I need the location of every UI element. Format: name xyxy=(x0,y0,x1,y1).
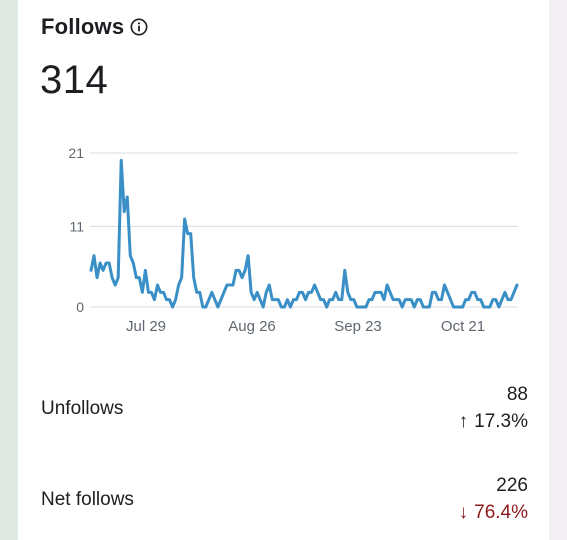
follows-total: 314 xyxy=(40,58,109,102)
x-tick-label: Jul 29 xyxy=(126,318,166,335)
follows-title: Follows xyxy=(41,14,125,39)
follows-series-line xyxy=(89,158,519,309)
x-tick-label: Aug 26 xyxy=(228,318,276,335)
follows-header: Follows xyxy=(41,14,148,40)
net-follows-change-value: 76.4% xyxy=(474,502,528,523)
y-tick-label: 11 xyxy=(69,218,84,234)
unfollows-change-value: 17.3% xyxy=(474,411,528,432)
follows-card: Follows 314 21 11 0 Jul 29 Aug 26 Sep 23 Oct … xyxy=(18,0,549,540)
arrow-up-icon: ↑ xyxy=(458,411,469,432)
follows-chart: 21 11 0 Jul 29 Aug 26 Sep 23 Oct 21 xyxy=(68,145,519,335)
x-axis-ticks: Jul 29 Aug 26 Sep 23 Oct 21 xyxy=(126,318,485,335)
y-axis-ticks: 21 11 0 xyxy=(68,145,84,315)
stat-row-net-follows: Net follows 226 ↓ 76.4% xyxy=(41,475,528,525)
arrow-down-icon: ↓ xyxy=(458,502,469,523)
info-icon[interactable] xyxy=(130,18,148,36)
net-follows-value: 226 xyxy=(496,475,528,496)
x-tick-label: Sep 23 xyxy=(334,318,382,335)
x-tick-label: Oct 21 xyxy=(441,318,485,335)
chart-grid xyxy=(90,152,518,308)
stat-row-unfollows: Unfollows 88 ↑ 17.3% xyxy=(41,384,528,434)
unfollows-label: Unfollows xyxy=(41,398,124,419)
net-follows-change: ↓ 76.4% xyxy=(459,502,528,524)
net-follows-label: Net follows xyxy=(41,489,134,510)
y-tick-label: 0 xyxy=(76,299,84,315)
y-tick-label: 21 xyxy=(68,145,84,161)
unfollows-value: 88 xyxy=(506,384,528,405)
unfollows-change: ↑ 17.3% xyxy=(459,411,528,433)
